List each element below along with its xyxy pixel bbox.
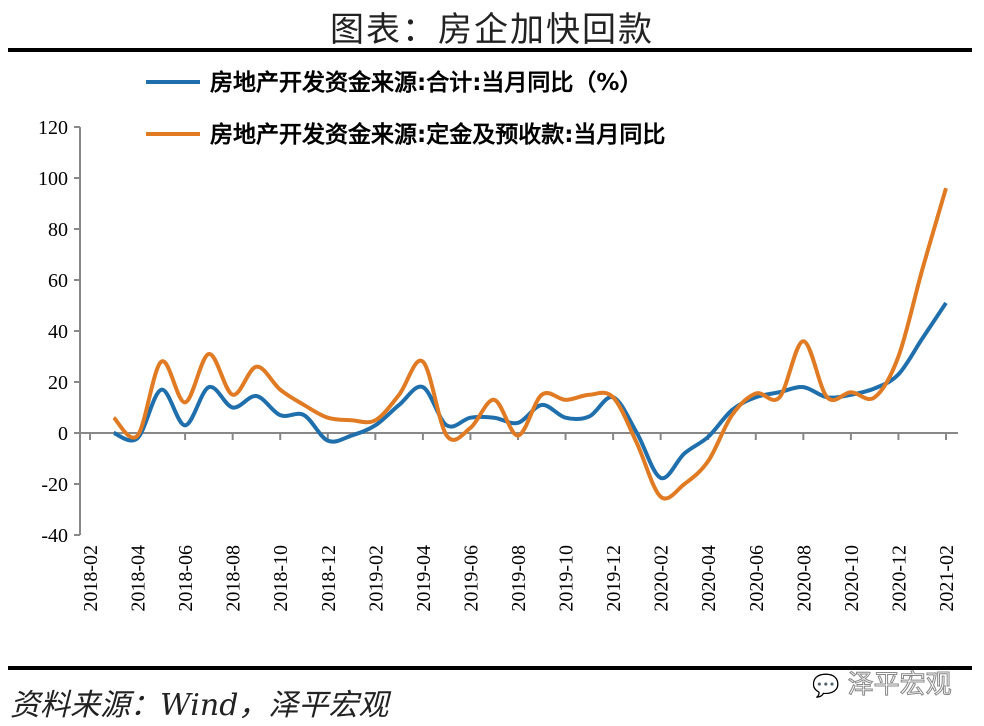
x-tick-label: 2019-04	[413, 545, 435, 612]
source-note: 资料来源：Wind，泽平宏观	[10, 688, 389, 723]
x-tick-label: 2019-10	[556, 545, 578, 612]
y-tick-label: 0	[58, 423, 68, 445]
x-axis: 2018-02 2018-04 2018-06 2018-08 2018-10 2018-…	[80, 432, 958, 612]
watermark-text: 泽平宏观	[847, 670, 952, 701]
x-tick-label: 2019-12	[603, 545, 625, 612]
x-tick-label: 2018-08	[223, 545, 245, 612]
top-rule	[8, 48, 972, 52]
x-tick-label: 2018-10	[270, 545, 292, 612]
y-tick-label: 40	[48, 321, 68, 343]
y-tick-label: 60	[48, 270, 68, 292]
y-tick-label: 100	[38, 168, 68, 190]
x-tick-label: 2020-02	[651, 545, 673, 612]
wechat-icon: 💬	[811, 674, 840, 700]
y-tick-label: -20	[41, 474, 68, 496]
x-tick-label: 2020-10	[841, 545, 863, 612]
x-tick-label: 2021-02	[936, 545, 958, 612]
series-lines	[112, 187, 948, 501]
y-tick-label: 20	[48, 372, 68, 394]
x-tick-label: 2018-06	[175, 545, 197, 612]
x-tick-label: 2019-08	[508, 545, 530, 612]
legend: 房地产开发资金来源:合计:当月同比（%） 房地产开发资金来源:定金及预收款:当月同…	[146, 69, 665, 148]
legend-label: 房地产开发资金来源:合计:当月同比（%）	[210, 69, 642, 96]
x-tick-label: 2019-06	[460, 545, 482, 612]
x-tick-label: 2020-06	[746, 545, 768, 612]
x-tick-label: 2019-02	[365, 545, 387, 612]
series-line-1	[112, 187, 948, 501]
y-tick-label: -40	[41, 525, 68, 547]
x-tick-label: 2018-12	[318, 545, 340, 612]
chart-title: 图表：房企加快回款	[330, 10, 654, 50]
x-tick-label: 2018-02	[80, 545, 102, 612]
x-tick-label: 2020-04	[698, 545, 720, 612]
y-axis: -40 -20 0 20 40 60 80 100 120	[38, 117, 81, 547]
legend-label: 房地产开发资金来源:定金及预收款:当月同比	[210, 121, 665, 148]
y-tick-label: 80	[48, 219, 68, 241]
y-tick-label: 120	[38, 117, 68, 139]
watermark: 💬 泽平宏观	[811, 664, 952, 701]
bottom-rule	[8, 666, 972, 670]
x-tick-label: 2020-12	[888, 545, 910, 612]
x-tick-label: 2020-08	[793, 545, 815, 612]
x-tick-label: 2018-04	[128, 545, 150, 612]
